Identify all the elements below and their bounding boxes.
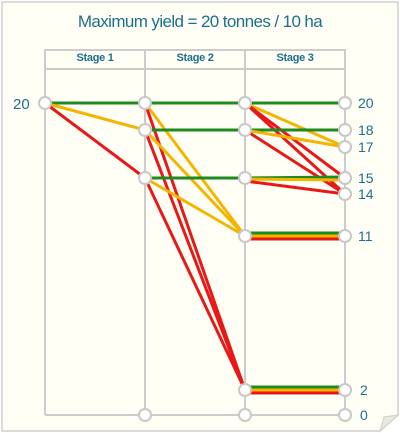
end-value-17: 17	[358, 139, 374, 155]
stage-3-label: Stage 3	[276, 52, 314, 64]
stage-1-label: Stage 1	[76, 52, 114, 64]
paper-fold	[379, 414, 400, 433]
diagram-title: Maximum yield = 20 tonnes / 10 ha	[77, 12, 323, 31]
end-value-0: 0	[360, 407, 368, 423]
outcome-paths	[43, 101, 347, 395]
end-value-11: 11	[358, 228, 373, 244]
end-value-18: 18	[358, 122, 374, 138]
start-value-label: 20	[13, 96, 30, 113]
end-value-15: 15	[358, 170, 374, 186]
stage-header-frame	[44, 49, 346, 70]
stage-2-label: Stage 2	[176, 52, 214, 64]
node-circles	[38, 96, 352, 422]
end-value-14: 14	[358, 186, 374, 202]
end-value-20: 20	[358, 95, 374, 111]
end-value-2: 2	[360, 382, 368, 398]
